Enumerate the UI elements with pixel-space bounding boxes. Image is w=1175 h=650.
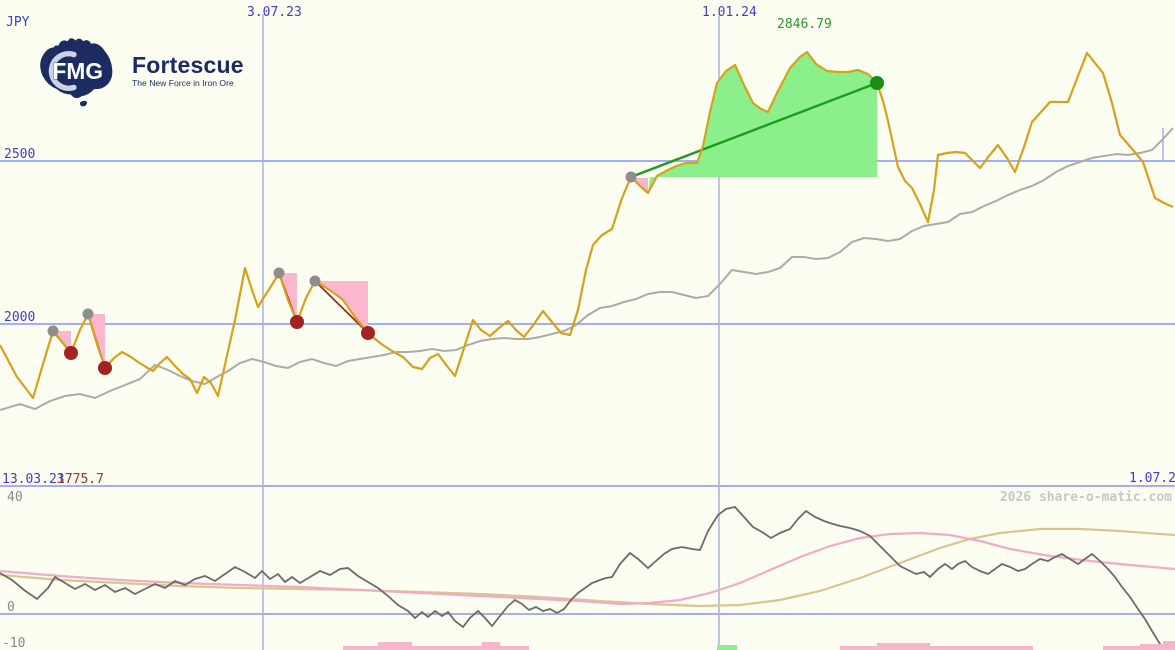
indicator-slow-tan-line xyxy=(0,527,1175,608)
label-start-price-label: 1775.7 xyxy=(57,472,104,487)
trade-2-exit-dot xyxy=(98,361,112,375)
histogram-bar-5-pink xyxy=(500,646,529,650)
histogram-bar-8-pink xyxy=(877,643,930,650)
trade-1-exit-dot xyxy=(64,346,78,360)
tasmania-shape xyxy=(79,100,88,107)
indicator-fast-line xyxy=(0,506,1167,650)
trade-4-line xyxy=(314,280,369,334)
price-line xyxy=(0,50,1174,400)
label-indicator-0: 0 xyxy=(7,600,15,615)
label-max-price-label: 2846.79 xyxy=(777,17,832,32)
trade-4-exit-dot xyxy=(361,326,375,340)
label-xgrid-date-1: 3.07.23 xyxy=(247,5,302,20)
logo-swirl xyxy=(48,51,77,91)
label-watermark: 2026 share-o-matic.com xyxy=(1000,490,1172,505)
histogram-bar-10-pink xyxy=(1103,646,1140,650)
label-end-date-label: 1.07.24 xyxy=(1129,471,1175,486)
trade-4-fill xyxy=(315,281,368,333)
trade-5-entry-dot xyxy=(625,171,637,183)
label-indicator-40: 40 xyxy=(7,490,23,505)
histogram-bar-2-pink xyxy=(378,642,412,650)
histogram-bar-9-pink xyxy=(930,646,1033,650)
logo: FMG Fortescue The New Force in Iron Ore xyxy=(30,26,244,116)
logo-tagline: The New Force in Iron Ore xyxy=(132,78,234,89)
label-currency-label: JPY xyxy=(6,15,30,30)
fortescue-australia-logo-icon: FMG xyxy=(40,38,113,107)
histogram-bar-3-pink xyxy=(412,646,482,650)
logo-ticker: FMG xyxy=(53,58,103,84)
ma-line xyxy=(0,127,1174,411)
trade-3-entry-dot xyxy=(273,267,285,279)
histogram-bar-12-pink xyxy=(1163,641,1175,650)
label-xgrid-date-2: 1.01.24 xyxy=(702,5,757,20)
logo-company-name: Fortescue xyxy=(132,52,244,79)
trade-2-entry-dot xyxy=(82,308,94,320)
label-ygrid-2500: 2500 xyxy=(4,147,35,162)
histogram-bar-6-green xyxy=(717,645,737,650)
label-start-date-label: 13.03.23 xyxy=(2,472,65,487)
trade-5-line xyxy=(630,81,878,179)
trade-5-fill xyxy=(648,52,877,192)
trade-4-entry-dot xyxy=(309,275,321,287)
histogram-bar-4-pink xyxy=(482,642,500,650)
trade-3-exit-dot xyxy=(290,315,304,329)
indicator-slow-pink-line xyxy=(0,531,1175,606)
label-indicator-neg10: -10 xyxy=(2,636,25,650)
label-ygrid-2000: 2000 xyxy=(4,310,35,325)
trade-5-exit-dot xyxy=(870,76,884,90)
histogram-bar-1-pink xyxy=(343,646,378,650)
histogram-bar-11-pink xyxy=(1140,644,1163,650)
trade-1-entry-dot xyxy=(47,325,59,337)
histogram-bar-7-pink xyxy=(840,646,877,650)
